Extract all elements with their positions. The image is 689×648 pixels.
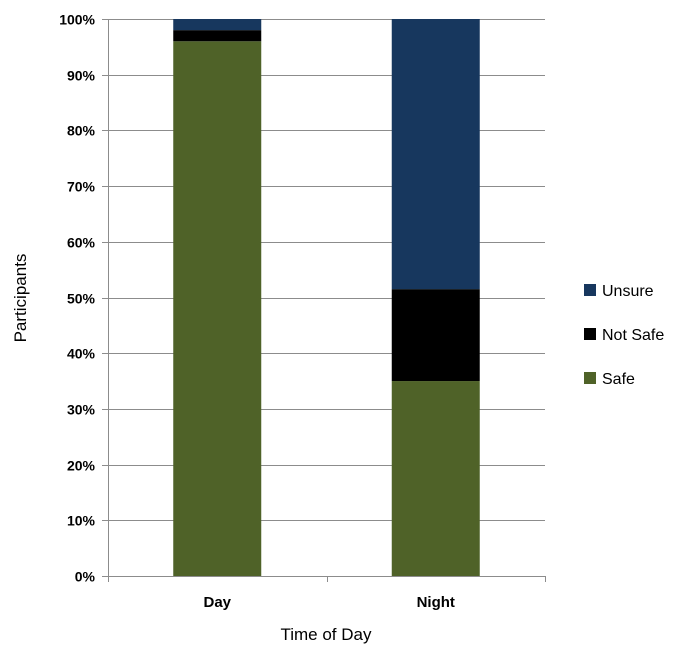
x-tick-label: Night [417, 594, 455, 611]
y-tick-label: 30% [67, 402, 96, 418]
legend-swatch [584, 328, 596, 340]
y-tick-label: 0% [75, 569, 96, 585]
y-tick-labels: 0% 10% 20% 30% 40% 50% 60% 70% 80% 90% 100% [59, 12, 95, 585]
y-tick-label: 80% [67, 123, 96, 139]
axes [108, 19, 546, 582]
y-axis-title: Participants [11, 254, 30, 343]
legend-label: Not Safe [602, 327, 664, 344]
y-tick-label: 70% [67, 179, 96, 195]
y-tick-label: 40% [67, 346, 96, 362]
legend-swatch [584, 284, 596, 296]
bar-night-unsure [391, 19, 480, 290]
legend-label: Unsure [602, 283, 654, 300]
x-tick-label: Day [203, 594, 231, 611]
y-tick-label: 50% [67, 291, 96, 307]
x-tick-labels: Day Night [203, 594, 454, 611]
bars [173, 19, 480, 576]
y-tick-label: 90% [67, 68, 96, 84]
bar-day-not-safe [173, 30, 262, 42]
y-tick-label: 10% [67, 513, 96, 529]
bar-day-safe [173, 41, 262, 576]
legend: Unsure Not Safe Safe [584, 283, 664, 388]
bar-night-safe [391, 381, 480, 576]
legend-label: Safe [602, 371, 635, 388]
y-tick-label: 100% [59, 12, 95, 28]
y-tick-label: 20% [67, 458, 96, 474]
legend-swatch [584, 372, 596, 384]
x-axis-title: Time of Day [280, 625, 372, 644]
y-tick-label: 60% [67, 235, 96, 251]
bar-night-not-safe [391, 289, 480, 382]
bar-day-unsure [173, 19, 262, 31]
